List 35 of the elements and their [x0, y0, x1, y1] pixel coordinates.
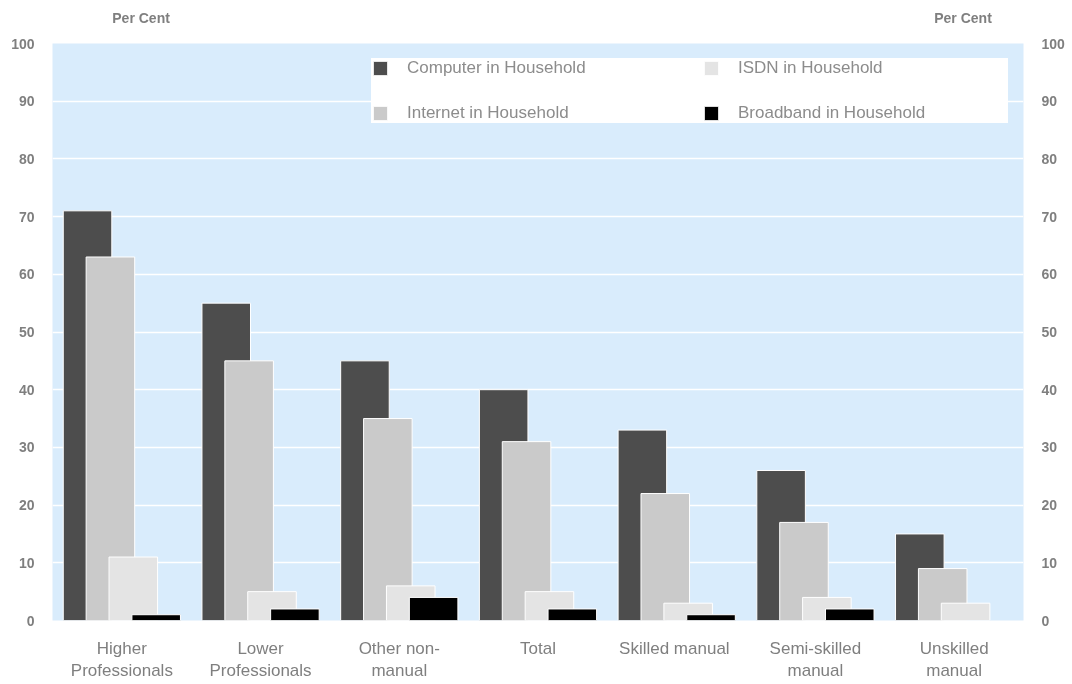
x-tick-label: Semi-skilled manual — [769, 638, 862, 681]
y2-tick-label: 60 — [1041, 266, 1058, 283]
y-tick-label: 30 — [18, 439, 35, 456]
y2-tick-label: 40 — [1041, 381, 1058, 398]
y-tick-label: 40 — [18, 381, 35, 398]
y2-tick-label: 100 — [1041, 35, 1066, 52]
y2-tick-label: 50 — [1041, 324, 1058, 340]
y-tick-label: 90 — [18, 93, 35, 110]
y-tick-label: 60 — [18, 266, 35, 283]
y2-tick-label: 70 — [1041, 208, 1058, 225]
y-tick-label: 70 — [18, 208, 35, 225]
y2-tick-label: 0 — [1041, 612, 1050, 629]
legend-label: Computer in Household — [407, 58, 587, 78]
y2-tick-label: 90 — [1041, 93, 1058, 110]
x-tick-label: Total — [520, 638, 556, 658]
y2-tick-label: 80 — [1041, 150, 1058, 167]
y2-tick-label: 30 — [1041, 439, 1058, 456]
x-tick-label: Unskilled manual — [919, 638, 989, 681]
legend-label: ISDN in Household — [738, 58, 884, 78]
x-tick-label: Skilled manual — [619, 638, 730, 658]
y-axis-title: Per Cent — [112, 9, 171, 26]
y2-tick-label: 10 — [1041, 554, 1058, 571]
x-tick-label: Higher Professionals — [70, 638, 173, 681]
y-tick-label: 10 — [18, 554, 35, 571]
y2-axis-title: Per Cent — [934, 9, 993, 26]
legend-label: Broadband in Household — [738, 103, 927, 123]
y-tick-label: 80 — [18, 150, 35, 167]
y-tick-label: 50 — [18, 324, 35, 340]
y-tick-label: 100 — [11, 35, 35, 52]
y-tick-label: 0 — [26, 612, 35, 629]
x-tick-label: Lower Professionals — [209, 638, 312, 681]
y-tick-label: 20 — [18, 497, 35, 514]
x-tick-label: Other non- manual — [358, 638, 440, 681]
y2-tick-label: 20 — [1041, 497, 1058, 514]
legend-label: Internet in Household — [407, 103, 570, 123]
